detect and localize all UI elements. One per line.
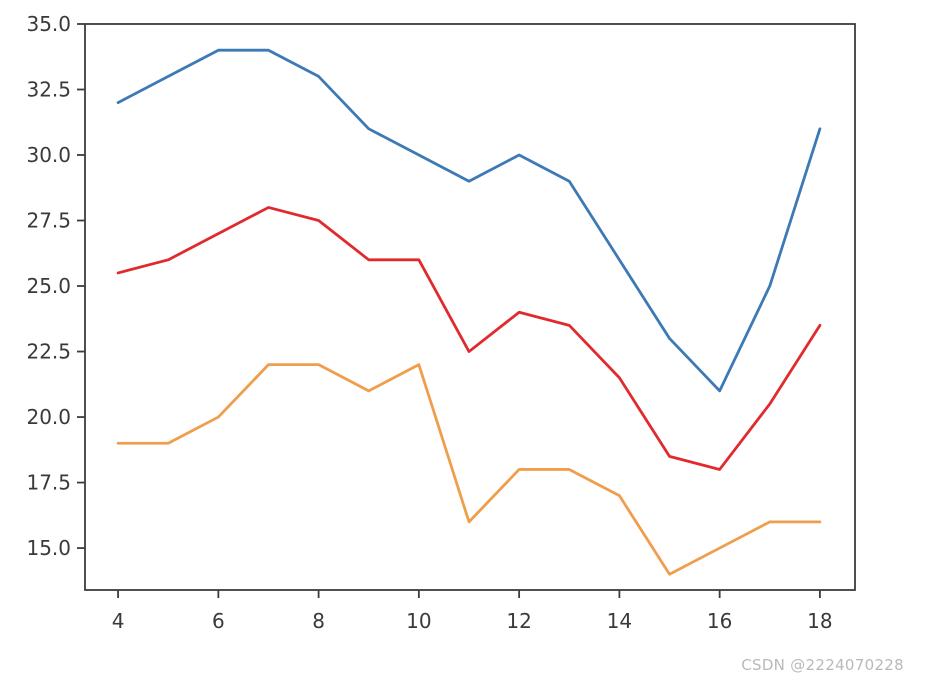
x-tick-label: 16 — [707, 609, 732, 633]
y-tick-label: 15.0 — [26, 536, 71, 560]
y-tick-label: 22.5 — [26, 339, 71, 363]
y-tick-label: 30.0 — [26, 143, 71, 167]
x-tick-label: 18 — [807, 609, 832, 633]
watermark-text: CSDN @2224070228 — [741, 656, 904, 674]
x-tick-label: 8 — [312, 609, 325, 633]
x-tick-label: 12 — [506, 609, 531, 633]
x-tick-label: 14 — [607, 609, 632, 633]
y-tick-label: 17.5 — [26, 470, 71, 494]
y-tick-label: 35.0 — [26, 12, 71, 36]
y-tick-label: 25.0 — [26, 274, 71, 298]
orange-series-line — [116, 363, 822, 576]
y-tick-label: 32.5 — [26, 77, 71, 101]
red-series-line — [116, 206, 822, 471]
axes-box — [84, 23, 856, 591]
y-tick-label: 27.5 — [26, 208, 71, 232]
x-tick-label: 6 — [212, 609, 225, 633]
blue-series-line — [116, 48, 822, 393]
x-tick-label: 10 — [406, 609, 431, 633]
x-tick-label: 4 — [112, 609, 125, 633]
y-tick-label: 20.0 — [26, 405, 71, 429]
